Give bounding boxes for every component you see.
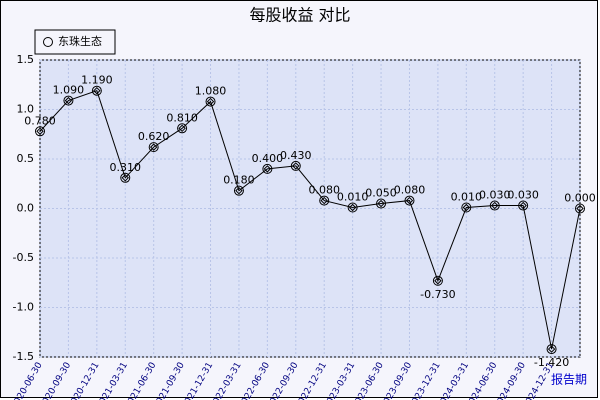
data-label: 0.080: [394, 184, 426, 197]
point: [120, 172, 131, 183]
point-diamond: [93, 86, 101, 95]
point: [432, 275, 443, 286]
data-label: 1.080: [195, 85, 227, 98]
point-diamond: [576, 204, 584, 213]
y-tick-label: 1.0: [17, 103, 35, 116]
point-diamond: [235, 186, 243, 195]
y-tick-label: 0.5: [17, 152, 35, 165]
data-label: 0.180: [223, 174, 255, 187]
point: [233, 185, 244, 196]
data-label: 0.000: [564, 192, 596, 205]
data-label: 0.310: [110, 161, 142, 174]
point-diamond: [292, 162, 300, 170]
y-tick-label: 1.5: [17, 53, 35, 66]
y-tick-label: 0.0: [17, 202, 35, 215]
x-axis-label: 报告期: [551, 372, 587, 387]
data-label: 1.090: [53, 84, 85, 97]
point-diamond: [263, 165, 272, 173]
data-label: 0.780: [24, 114, 56, 127]
point-diamond: [519, 201, 527, 210]
data-label: 0.430: [280, 149, 312, 162]
legend-marker: [43, 37, 53, 47]
data-label: 0.030: [507, 189, 539, 202]
point-diamond: [462, 203, 471, 212]
point-diamond: [405, 196, 414, 205]
data-label: 0.080: [308, 184, 340, 197]
point-diamond: [348, 203, 357, 212]
point: [91, 85, 102, 96]
point: [575, 203, 585, 214]
point: [177, 123, 188, 134]
point: [63, 95, 74, 106]
data-label: 1.190: [81, 74, 113, 87]
chart-title: 每股收益 对比: [249, 6, 350, 25]
point-diamond: [36, 127, 44, 135]
point-diamond: [206, 97, 215, 106]
point: [290, 160, 301, 171]
legend-label: 东珠生态: [58, 34, 102, 48]
point-diamond: [434, 277, 442, 285]
data-label: 0.050: [365, 187, 397, 200]
point-diamond: [491, 201, 499, 210]
point: [148, 142, 159, 153]
y-tick-label: -1.5: [13, 350, 34, 363]
point: [376, 198, 387, 209]
point-diamond: [547, 345, 556, 353]
point: [205, 96, 216, 107]
point-diamond: [377, 199, 385, 208]
y-tick-label: -0.5: [13, 251, 34, 264]
point: [35, 126, 45, 137]
point: [404, 195, 415, 206]
data-label: -0.730: [420, 288, 455, 301]
point: [518, 200, 529, 211]
point-diamond: [178, 124, 186, 133]
data-label: -1.420: [534, 356, 569, 369]
point-diamond: [149, 143, 158, 151]
data-label: 0.810: [166, 111, 198, 124]
point-diamond: [64, 96, 73, 105]
y-tick-label: -1.0: [13, 301, 34, 314]
point: [546, 344, 557, 355]
data-label: 0.010: [451, 191, 483, 204]
legend-box: [34, 29, 116, 55]
point: [347, 202, 358, 213]
point: [262, 163, 273, 174]
data-label: 0.400: [252, 152, 284, 165]
point-diamond: [320, 196, 328, 205]
data-label: 0.620: [138, 130, 170, 143]
point: [489, 200, 500, 211]
data-label: 0.010: [337, 191, 369, 204]
point: [319, 195, 330, 206]
data-label: 0.030: [479, 189, 511, 202]
point-diamond: [121, 174, 129, 182]
point: [461, 202, 472, 213]
